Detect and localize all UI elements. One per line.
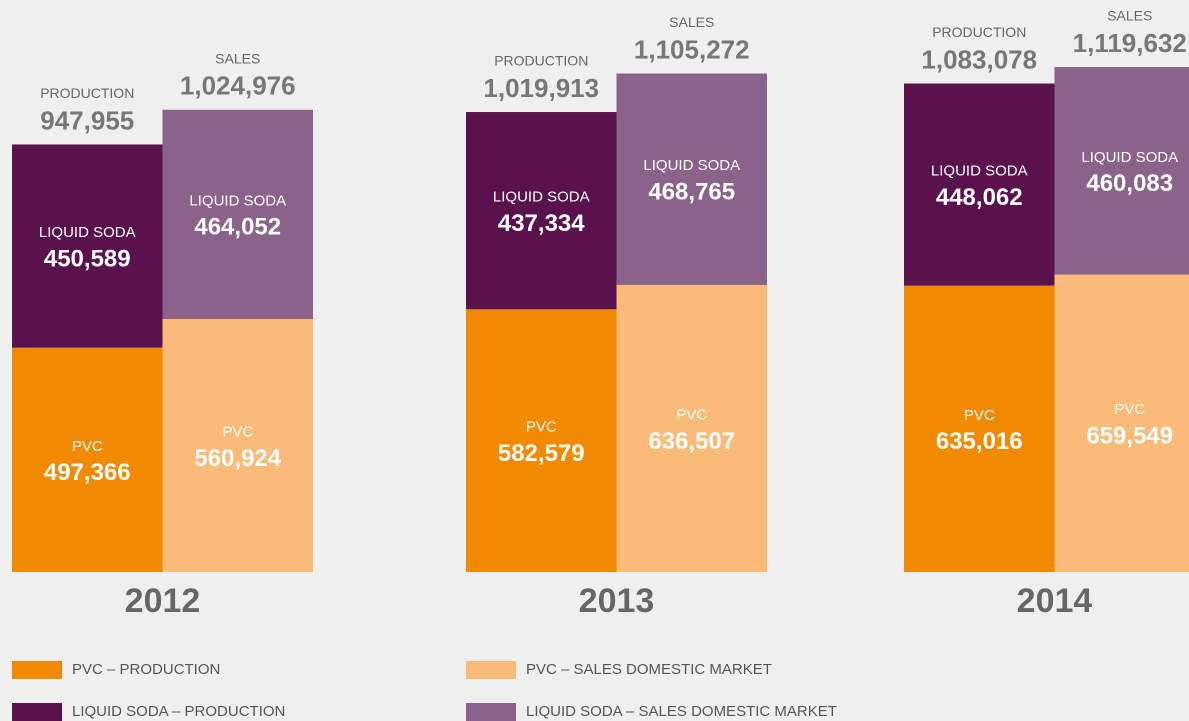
legend-swatch — [466, 703, 516, 721]
segment-label: LIQUID SODA — [931, 163, 1028, 180]
segment-value: 448,062 — [936, 184, 1023, 211]
segment-value: 450,589 — [44, 245, 131, 272]
stack-total: 1,119,632 — [1073, 28, 1187, 58]
legend-label: PVC – SALES DOMESTIC MARKET — [526, 661, 772, 678]
bar-segment — [616, 73, 767, 285]
segment-label: PVC — [526, 419, 557, 436]
stack-total: 1,019,913 — [483, 73, 599, 103]
bar-segment — [162, 109, 313, 320]
bar-segment — [12, 347, 163, 572]
bar-segment — [904, 285, 1055, 572]
segment-label: LIQUID SODA — [1081, 149, 1178, 166]
legend-swatch — [12, 661, 62, 679]
stack-name: PRODUCTION — [494, 53, 588, 69]
legend-swatch — [466, 661, 516, 679]
bar-segment — [904, 83, 1055, 286]
year-label: 2013 — [579, 582, 655, 620]
stack-total: 1,105,272 — [634, 34, 750, 64]
segment-label: PVC — [676, 406, 707, 423]
segment-value: 460,083 — [1086, 170, 1173, 197]
segment-value: 635,016 — [936, 428, 1023, 455]
segment-value: 497,366 — [44, 459, 131, 486]
segment-label: PVC — [72, 438, 103, 455]
segment-label: LIQUID SODA — [493, 189, 590, 206]
segment-label: LIQUID SODA — [189, 192, 286, 209]
bar-segment — [466, 309, 617, 572]
bar-segment — [12, 144, 163, 348]
year-label: 2012 — [125, 582, 201, 620]
stack-name: PRODUCTION — [40, 85, 134, 101]
segment-value: 560,924 — [194, 445, 281, 472]
legend-label: LIQUID SODA – SALES DOMESTIC MARKET — [526, 703, 837, 720]
stack-total: 1,083,078 — [921, 44, 1037, 74]
segment-value: 437,334 — [498, 210, 585, 237]
legend-label: PVC – PRODUCTION — [72, 661, 220, 678]
bar-segment — [162, 319, 313, 572]
stack-name: SALES — [669, 14, 714, 30]
segment-value: 582,579 — [498, 440, 585, 467]
segment-value: 468,765 — [648, 179, 735, 206]
segment-label: PVC — [1114, 401, 1145, 418]
legend-label: LIQUID SODA – PRODUCTION — [72, 703, 285, 720]
bar-segment — [1054, 274, 1189, 572]
segment-value: 464,052 — [194, 214, 281, 241]
legend-swatch — [12, 703, 62, 721]
segment-value: 636,507 — [648, 428, 735, 455]
stack-name: SALES — [215, 50, 260, 66]
stack-name: SALES — [1107, 8, 1152, 24]
stack-name: PRODUCTION — [932, 24, 1026, 40]
stack-total: 1,024,976 — [180, 71, 296, 101]
segment-value: 659,549 — [1086, 423, 1173, 450]
bar-segment — [1054, 67, 1189, 275]
stack-total: 947,955 — [40, 105, 134, 135]
year-label: 2014 — [1017, 582, 1093, 620]
segment-label: LIQUID SODA — [39, 224, 136, 241]
bar-segment — [466, 112, 617, 310]
segment-label: PVC — [964, 407, 995, 424]
segment-label: PVC — [222, 423, 253, 440]
segment-label: LIQUID SODA — [643, 157, 740, 174]
bar-segment — [616, 284, 767, 572]
